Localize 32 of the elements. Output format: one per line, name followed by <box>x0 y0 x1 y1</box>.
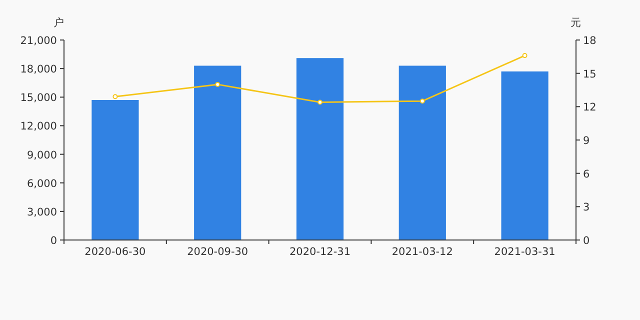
bar <box>398 66 446 240</box>
x-tick-label: 2021-03-12 <box>392 246 453 258</box>
y-axis-title: 户 <box>54 16 64 29</box>
y2-tick-label: 3 <box>583 202 590 214</box>
y2-tick-label: 9 <box>583 135 590 147</box>
point <box>522 53 528 58</box>
x-tick-label: 2020-12-31 <box>289 246 351 258</box>
bar <box>296 58 344 240</box>
point <box>112 94 118 100</box>
y-tick-label: 18,000 <box>20 64 57 76</box>
y-tick-label: 0 <box>50 235 57 247</box>
y2-tick-label: 18 <box>583 35 596 47</box>
y2-axis-title: 元 <box>570 17 582 29</box>
point <box>420 98 425 104</box>
y-tick-label: 15,000 <box>20 92 57 104</box>
y2-tick-label: 12 <box>583 102 596 114</box>
y-tick-label: 3,000 <box>26 206 57 218</box>
y-tick-label: 12,000 <box>20 120 57 133</box>
bar <box>194 66 242 240</box>
x-tick-label: 2021-03-31 <box>494 246 556 258</box>
point <box>215 82 220 87</box>
y2-tick-label: 6 <box>583 168 590 180</box>
x-tick-label: 2020-06-30 <box>84 246 146 258</box>
y2-tick-label: 15 <box>583 68 596 80</box>
x-tick-label: 2020-09-30 <box>187 246 248 258</box>
y-tick-label: 21,000 <box>20 35 57 47</box>
bar <box>92 100 139 240</box>
y2-tick-label: 0 <box>583 235 590 247</box>
y-tick-label: 9,000 <box>26 149 57 162</box>
bar <box>501 71 548 240</box>
point <box>318 100 322 105</box>
y-tick-label: 6,000 <box>26 178 57 190</box>
